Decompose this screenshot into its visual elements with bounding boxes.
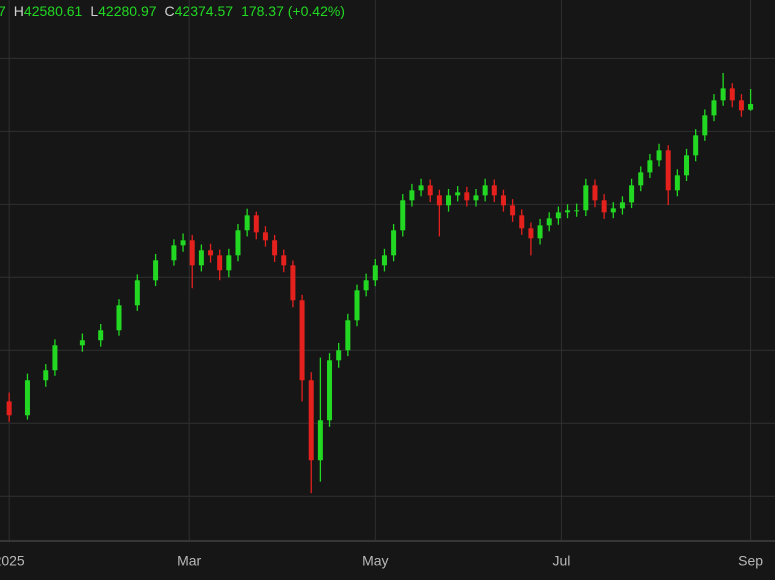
candle-body xyxy=(336,350,342,361)
candle-body xyxy=(308,380,314,461)
candle-body xyxy=(638,172,644,186)
candle-body xyxy=(235,230,241,256)
candle-body xyxy=(674,175,680,191)
candle-body xyxy=(601,200,607,213)
open-value: 7 xyxy=(0,3,6,19)
candle-body xyxy=(79,340,85,346)
candle-body xyxy=(198,250,204,266)
candle-body xyxy=(555,212,561,219)
candle-body xyxy=(189,240,195,266)
candle-body xyxy=(253,215,259,233)
candle-body xyxy=(409,190,415,201)
ohlc-label: H xyxy=(14,3,24,19)
candle-body xyxy=(583,185,589,211)
candle-body xyxy=(391,230,397,256)
candle-body xyxy=(400,200,406,231)
x-tick-label: Mar xyxy=(177,553,201,569)
candle-body xyxy=(381,255,387,266)
candle-body xyxy=(519,215,525,229)
change-value: 178.37 (+0.42%) xyxy=(241,3,345,19)
ohlc-value: 42580.61 xyxy=(24,3,83,19)
ohlc-label: C xyxy=(165,3,175,19)
candle-body xyxy=(180,240,186,246)
candle-body xyxy=(317,420,323,461)
candle-body xyxy=(537,225,543,239)
candle-body xyxy=(610,208,616,213)
x-tick-label: Sep xyxy=(738,553,763,569)
candle-body xyxy=(98,330,104,341)
candle-body xyxy=(510,205,516,216)
candle-body xyxy=(262,232,268,241)
candle-body xyxy=(656,150,662,161)
candle-body xyxy=(153,260,159,281)
candle-body xyxy=(464,192,470,201)
candle-body xyxy=(43,370,49,381)
candle-body xyxy=(647,160,653,173)
candle-body xyxy=(208,250,214,256)
candle-body xyxy=(729,88,735,101)
candle-body xyxy=(226,255,232,271)
candle-body xyxy=(372,265,378,281)
candle-body xyxy=(546,218,552,226)
candle-body xyxy=(427,185,433,196)
x-tick-label: Jul xyxy=(552,553,570,569)
candle-body xyxy=(436,195,442,206)
candle-body xyxy=(290,265,296,301)
candle-body xyxy=(482,185,488,196)
candle-body xyxy=(116,305,122,331)
x-tick-label: May xyxy=(362,553,388,569)
candle-body xyxy=(272,240,278,256)
candle-body xyxy=(281,255,287,266)
candle-body xyxy=(327,360,333,421)
candle-body xyxy=(629,185,635,203)
candle-body xyxy=(665,150,671,191)
candle-body xyxy=(473,195,479,201)
candle-body xyxy=(363,280,369,291)
candle-body xyxy=(684,155,690,176)
candle-body xyxy=(24,380,30,416)
candle-body xyxy=(702,115,708,136)
candle-body xyxy=(565,210,571,213)
ohlc-label: L xyxy=(90,3,98,19)
candle-body xyxy=(354,290,360,321)
x-tick-label: 2025 xyxy=(0,553,25,569)
ohlc-value: 42374.57 xyxy=(175,3,234,19)
candle-body xyxy=(171,245,177,261)
candle-body xyxy=(244,215,250,231)
candle-body xyxy=(446,195,452,206)
candle-body xyxy=(619,202,625,209)
candle-body xyxy=(720,88,726,101)
candle-body xyxy=(693,135,699,156)
candle-body xyxy=(748,104,754,110)
ohlc-value: 42280.97 xyxy=(98,3,157,19)
candle-body xyxy=(500,195,506,206)
candle-body xyxy=(711,100,717,116)
candle-body xyxy=(574,210,580,212)
candle-body xyxy=(345,320,351,351)
ohlc-header: 7 H42580.61 L42280.97 C42374.57 178.37 (+0.4… xyxy=(0,3,345,19)
candle-body xyxy=(528,228,534,239)
candle-body xyxy=(217,255,223,271)
candle-body xyxy=(738,100,744,111)
candle-body xyxy=(418,185,424,191)
candle-body xyxy=(134,280,140,306)
candle-body xyxy=(455,192,461,196)
candle-body xyxy=(6,401,12,416)
candle-body xyxy=(52,345,58,371)
candle-body xyxy=(299,300,305,381)
candle-body xyxy=(491,185,497,196)
candle-body xyxy=(592,185,598,201)
